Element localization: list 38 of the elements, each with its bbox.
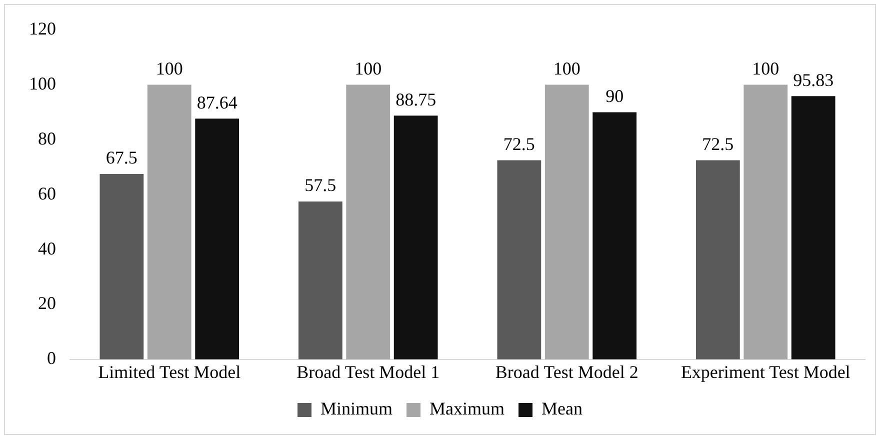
data-label: 72.5 xyxy=(702,134,734,154)
data-label: 67.5 xyxy=(106,148,138,168)
bar xyxy=(696,160,740,360)
data-label: 100 xyxy=(553,58,580,78)
data-label: 100 xyxy=(354,58,382,78)
data-label: 95.83 xyxy=(793,70,834,90)
y-tick-label: 120 xyxy=(29,18,56,39)
x-tick-label: Experiment Test Model xyxy=(680,362,850,382)
bar xyxy=(592,112,637,360)
bar xyxy=(298,201,342,360)
x-tick-label: Broad Test Model 2 xyxy=(495,362,638,382)
bar xyxy=(346,84,390,360)
data-label: 88.75 xyxy=(396,89,436,110)
y-tick-label: 60 xyxy=(38,183,56,204)
data-label: 87.64 xyxy=(196,92,238,112)
y-tick-label: 40 xyxy=(38,238,56,258)
bar xyxy=(147,84,192,360)
y-tick-label: 0 xyxy=(47,348,56,368)
bar xyxy=(497,160,542,360)
legend-label: Minimum xyxy=(320,398,393,419)
bar xyxy=(195,118,240,360)
data-label: 90 xyxy=(606,86,624,106)
x-tick-label: Limited Test Model xyxy=(98,362,241,382)
data-label: 72.5 xyxy=(503,134,535,154)
data-label: 57.5 xyxy=(304,175,336,196)
x-tick-label: Broad Test Model 1 xyxy=(296,362,440,382)
y-tick-label: 100 xyxy=(29,73,56,94)
data-label: 100 xyxy=(752,58,780,78)
bar xyxy=(744,84,788,360)
legend-label: Mean xyxy=(542,398,582,419)
y-tick-label: 80 xyxy=(38,128,56,148)
legend-label: Maximum xyxy=(430,398,505,419)
data-label: 100 xyxy=(156,58,183,78)
bar xyxy=(791,96,836,360)
bar xyxy=(544,84,589,360)
bar xyxy=(100,174,144,360)
bar xyxy=(394,116,438,360)
y-tick-label: 20 xyxy=(38,293,56,314)
